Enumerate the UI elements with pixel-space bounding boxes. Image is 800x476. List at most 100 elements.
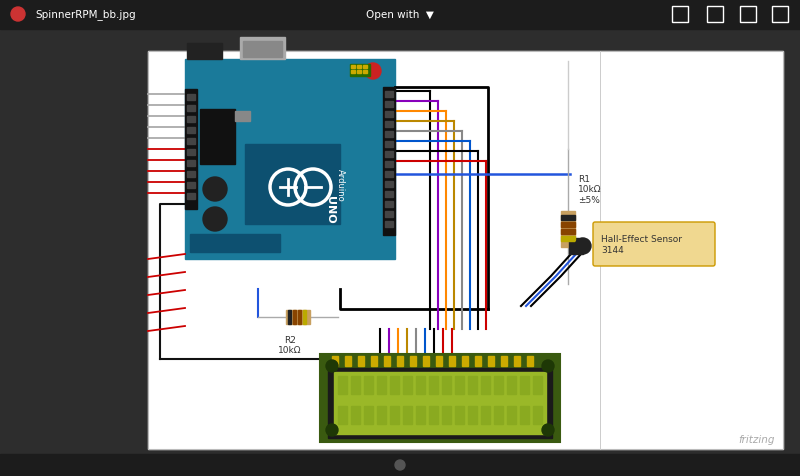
Bar — [569, 238, 583, 255]
Bar — [385, 102, 393, 108]
Text: R1
10kΩ
±5%: R1 10kΩ ±5% — [578, 175, 602, 204]
Bar — [740, 7, 756, 23]
Circle shape — [542, 360, 554, 372]
Bar — [364, 376, 373, 394]
Bar — [288, 310, 291, 324]
Bar — [561, 223, 575, 228]
Bar — [383, 88, 395, 236]
Bar — [293, 310, 296, 324]
Bar — [320, 354, 560, 442]
Bar — [187, 44, 222, 60]
Bar — [187, 161, 195, 167]
Bar — [364, 406, 373, 424]
Bar — [475, 356, 481, 366]
Bar — [403, 376, 412, 394]
Bar — [561, 211, 575, 248]
Bar — [385, 192, 393, 198]
Bar — [371, 356, 377, 366]
Bar — [442, 376, 451, 394]
Bar — [533, 376, 542, 394]
Bar — [363, 66, 367, 69]
Bar — [385, 92, 393, 98]
Bar — [187, 117, 195, 123]
Bar — [384, 356, 390, 366]
Bar — [494, 376, 503, 394]
Bar — [357, 71, 361, 74]
Bar — [235, 112, 250, 122]
Bar — [385, 112, 393, 118]
Bar — [410, 356, 416, 366]
Circle shape — [395, 460, 405, 470]
Text: Hall-Effect Sensor
3144: Hall-Effect Sensor 3144 — [601, 235, 682, 254]
Bar — [351, 376, 360, 394]
Bar — [334, 372, 546, 434]
Bar — [358, 356, 364, 366]
Bar — [0, 0, 800, 30]
Bar — [507, 376, 516, 394]
Bar — [385, 172, 393, 178]
Bar — [332, 356, 338, 366]
Bar — [397, 356, 403, 366]
Circle shape — [575, 238, 591, 255]
Bar — [449, 356, 455, 366]
Text: SpinnerRPM_bb.jpg: SpinnerRPM_bb.jpg — [35, 10, 136, 20]
Bar — [390, 406, 399, 424]
Bar — [455, 406, 464, 424]
Bar — [187, 149, 195, 156]
FancyBboxPatch shape — [593, 223, 715, 267]
Bar — [187, 128, 195, 134]
Bar — [350, 65, 370, 77]
Bar — [351, 71, 355, 74]
Bar — [423, 356, 429, 366]
Bar — [385, 201, 393, 208]
Bar — [672, 7, 688, 23]
Bar — [455, 376, 464, 394]
Text: Open with  ▼: Open with ▼ — [366, 10, 434, 20]
Bar — [416, 406, 425, 424]
Bar — [377, 406, 386, 424]
Bar — [148, 52, 783, 449]
Bar — [385, 122, 393, 128]
Bar — [385, 162, 393, 168]
Bar — [345, 356, 351, 366]
Circle shape — [11, 8, 25, 22]
Bar — [357, 66, 361, 69]
Bar — [772, 7, 788, 23]
Text: UNO: UNO — [325, 196, 335, 223]
Bar — [385, 152, 393, 158]
Bar — [429, 406, 438, 424]
Circle shape — [365, 64, 381, 80]
Bar — [561, 237, 575, 241]
Bar — [514, 356, 520, 366]
Bar — [240, 38, 285, 60]
Bar — [0, 454, 800, 476]
Bar — [561, 216, 575, 220]
Bar — [468, 376, 477, 394]
Bar — [385, 221, 393, 228]
Bar — [187, 172, 195, 178]
Bar — [243, 42, 282, 58]
Bar — [385, 142, 393, 148]
Bar — [245, 145, 340, 225]
Circle shape — [326, 424, 338, 436]
Bar — [303, 310, 306, 324]
Circle shape — [542, 424, 554, 436]
Bar — [385, 211, 393, 218]
Text: Arduino: Arduino — [335, 169, 345, 201]
Bar — [187, 106, 195, 112]
Bar — [429, 376, 438, 394]
Bar — [363, 71, 367, 74]
Bar — [200, 110, 235, 165]
Bar — [187, 183, 195, 188]
Bar — [520, 406, 529, 424]
Bar — [561, 229, 575, 235]
Bar — [462, 356, 468, 366]
Bar — [520, 376, 529, 394]
Bar — [187, 139, 195, 145]
Bar — [527, 356, 533, 366]
Bar — [338, 376, 347, 394]
Bar — [533, 406, 542, 424]
Bar — [707, 7, 723, 23]
Circle shape — [326, 360, 338, 372]
Bar — [385, 182, 393, 188]
